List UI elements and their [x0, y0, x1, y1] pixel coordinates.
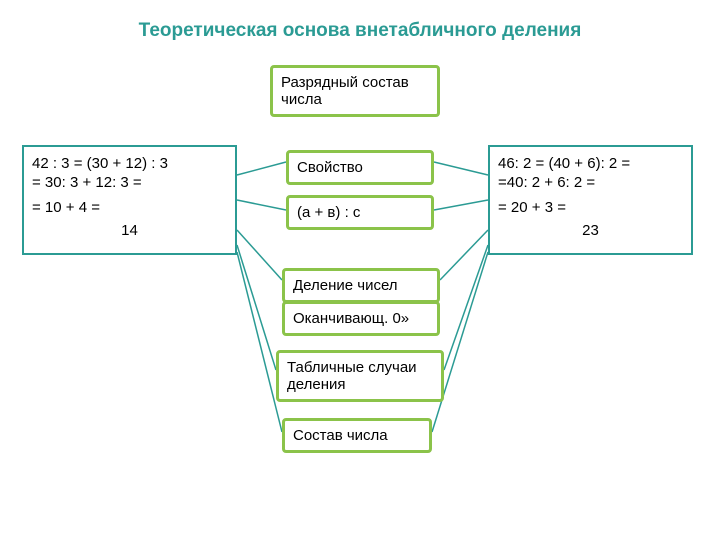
center-box-c2: Свойство — [286, 150, 434, 185]
right-box-line: 23 — [498, 222, 683, 239]
left-box-line: 14 — [32, 222, 227, 239]
left-box-line: = 10 + 4 = — [32, 199, 227, 216]
right-box-line: = 20 + 3 = — [498, 199, 683, 216]
right-box-line: =40: 2 + 6: 2 = — [498, 174, 683, 191]
center-box-c3: (а + в) : с — [286, 195, 434, 230]
center-box-c4: Деление чисел — [282, 268, 440, 303]
right-example-box: 46: 2 = (40 + 6): 2 = =40: 2 + 6: 2 = = 20… — [488, 145, 693, 255]
right-box-line: 46: 2 = (40 + 6): 2 = — [498, 155, 683, 172]
page-title: Теоретическая основа внетабличного делен… — [0, 20, 720, 42]
center-box-c5: Оканчивающ. 0» — [282, 301, 440, 336]
center-box-c6: Табличные случаи деления — [276, 350, 444, 402]
left-example-box: 42 : 3 = (30 + 12) : 3 = 30: 3 + 12: 3 = =… — [22, 145, 237, 255]
left-box-line: = 30: 3 + 12: 3 = — [32, 174, 227, 191]
center-box-c7: Состав числа — [282, 418, 432, 453]
center-box-c1: Разрядный состав числа — [270, 65, 440, 117]
left-box-line: 42 : 3 = (30 + 12) : 3 — [32, 155, 227, 172]
